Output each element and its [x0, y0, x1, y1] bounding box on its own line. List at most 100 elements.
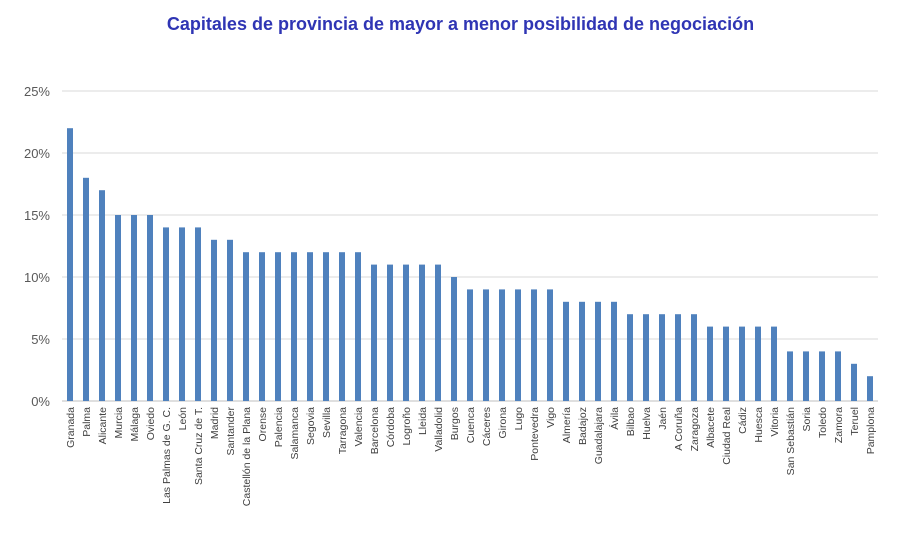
bar [723, 326, 729, 401]
x-tick-label: Vigo [545, 407, 557, 428]
bar [771, 326, 777, 401]
x-tick-label: Almería [561, 407, 573, 443]
bar [803, 351, 809, 401]
y-tick-label: 0% [31, 394, 50, 409]
x-tick-label: Zaragoza [689, 407, 701, 452]
x-tick-label: Cuenca [465, 407, 477, 443]
bar [691, 314, 697, 401]
bar [675, 314, 681, 401]
x-tick-label: Girona [497, 407, 509, 439]
x-tick-label: Madrid [209, 407, 221, 439]
bar [563, 301, 569, 401]
x-tick-label: Guadalajara [593, 407, 605, 464]
bar [227, 239, 233, 401]
bar [323, 252, 329, 401]
bar [163, 227, 169, 401]
y-tick-label: 25% [24, 84, 50, 99]
bar [243, 252, 249, 401]
x-tick-label: Salamanca [289, 407, 301, 460]
bar [115, 215, 121, 401]
x-tick-label: Pontevedra [529, 407, 541, 461]
bar [595, 301, 601, 401]
y-tick-label: 15% [24, 208, 50, 223]
x-tick-label: Sevilla [321, 407, 333, 438]
x-tick-label: Huesca [753, 407, 765, 443]
x-tick-label: Teruel [849, 407, 861, 436]
bar [67, 128, 73, 401]
x-tick-label: Badajoz [577, 407, 589, 445]
x-tick-label: Murcia [113, 407, 125, 439]
x-tick-label: Málaga [129, 407, 141, 442]
bar [707, 326, 713, 401]
bar [403, 264, 409, 401]
x-tick-label: Palma [81, 407, 93, 437]
y-tick-label: 5% [31, 332, 50, 347]
bar [147, 215, 153, 401]
bar [467, 289, 473, 401]
x-tick-label: Valladolid [433, 407, 445, 452]
bar [483, 289, 489, 401]
x-tick-label: Córdoba [385, 407, 397, 447]
y-tick-label: 20% [24, 146, 50, 161]
x-tick-label: Ávila [608, 407, 621, 430]
bar [515, 289, 521, 401]
bar [851, 363, 857, 401]
x-tick-label: Santa Cruz de T. [193, 407, 205, 485]
x-tick-label: Lleida [417, 407, 429, 435]
x-tick-label: Segovia [305, 407, 317, 445]
bar [99, 190, 105, 401]
x-tick-label: Castellón de la Plana [241, 407, 253, 506]
x-tick-label: San Sebastián [785, 407, 797, 475]
bar [643, 314, 649, 401]
x-tick-label: Santander [225, 407, 237, 456]
x-tick-label: Oviedo [145, 407, 157, 440]
bar [867, 376, 873, 401]
x-tick-label: Orense [257, 407, 269, 442]
bar [755, 326, 761, 401]
bar [195, 227, 201, 401]
x-tick-label: Palencia [273, 407, 285, 447]
bar [339, 252, 345, 401]
bar [499, 289, 505, 401]
bar [259, 252, 265, 401]
bar [211, 239, 217, 401]
x-tick-label: León [177, 407, 189, 431]
x-tick-label: Soria [801, 407, 813, 432]
bar [275, 252, 281, 401]
x-tick-label: Pamplona [865, 407, 877, 454]
x-tick-label: Lugo [513, 407, 525, 431]
x-tick-label: Ciudad Real [721, 407, 733, 465]
bar [547, 289, 553, 401]
x-tick-label: Cádiz [737, 407, 749, 434]
x-tick-label: Las Palmas de G. C. [161, 407, 173, 504]
bar [435, 264, 441, 401]
x-tick-label: Granada [65, 407, 77, 448]
bar [419, 264, 425, 401]
x-tick-label: Logroño [401, 407, 413, 446]
x-tick-label: Albacete [705, 407, 717, 448]
x-tick-label: Burgos [449, 407, 461, 440]
bar [83, 177, 89, 401]
x-tick-label: Zamora [833, 407, 845, 443]
x-tick-label: Valencia [353, 407, 365, 447]
chart-title: Capitales de provincia de mayor a menor … [166, 14, 755, 34]
x-tick-label: Jaén [657, 407, 669, 430]
bar [387, 264, 393, 401]
bar [739, 326, 745, 401]
x-tick-label: Barcelona [369, 407, 381, 454]
bar [579, 301, 585, 401]
bar [131, 215, 137, 401]
bar [307, 252, 313, 401]
bar [451, 277, 457, 401]
x-tick-label: Tarragona [337, 407, 349, 454]
x-tick-label: A Coruña [673, 407, 685, 451]
x-tick-label: Toledo [817, 407, 829, 438]
bar [355, 252, 361, 401]
y-tick-label: 10% [24, 270, 50, 285]
x-tick-label: Huelva [641, 407, 653, 440]
bar [531, 289, 537, 401]
bar [819, 351, 825, 401]
bar [291, 252, 297, 401]
